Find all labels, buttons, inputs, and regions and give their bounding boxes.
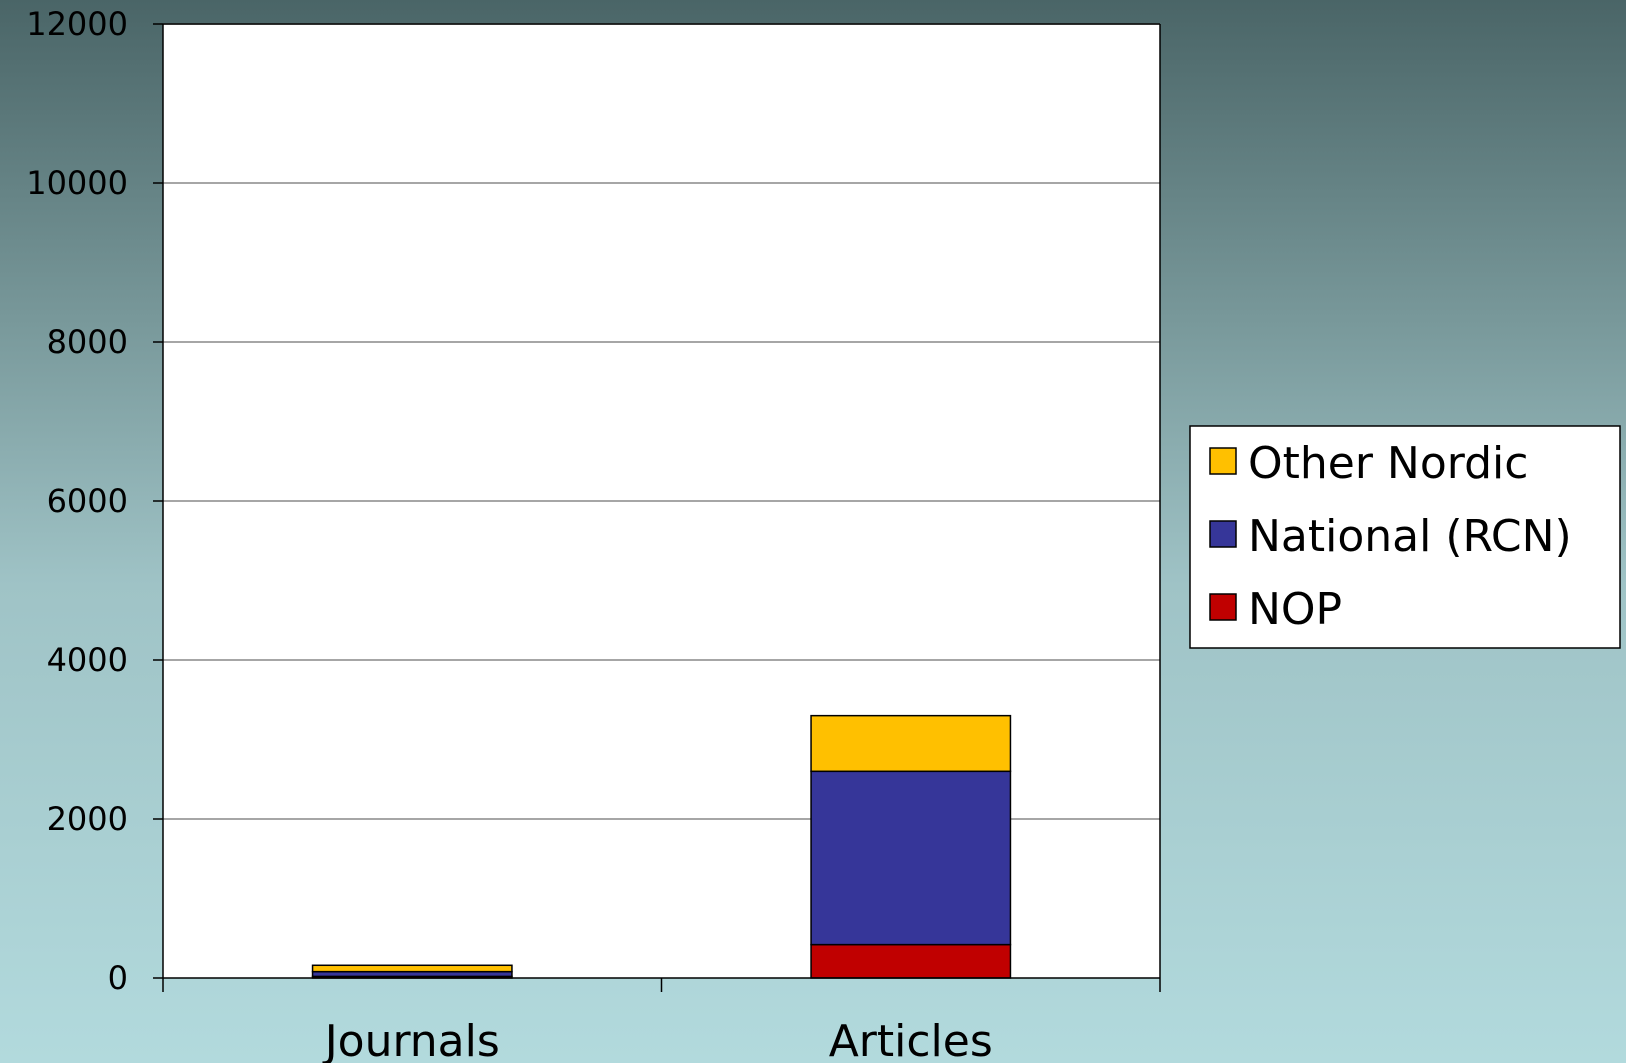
x-category-label: Journals: [322, 1016, 500, 1063]
x-tick-labels: Journals Articles: [322, 1016, 993, 1063]
bars: [311, 714, 1012, 979]
x-category-label: Articles: [829, 1016, 993, 1063]
y-tick-label: 4000: [47, 641, 128, 679]
axes: [153, 23, 1161, 992]
y-tick-label: 10000: [26, 164, 128, 202]
legend-swatch: [1209, 447, 1237, 475]
bar-nop-articles: [810, 943, 1012, 979]
y-tick-label: 8000: [47, 323, 128, 361]
legend-label: National (RCN): [1248, 511, 1572, 562]
y-tick-label: 2000: [47, 800, 128, 838]
legend-label: NOP: [1248, 584, 1342, 635]
bar-national-rcn-articles: [810, 770, 1012, 946]
legend: Other Nordic National (RCN) NOP: [1189, 425, 1621, 649]
legend-swatch: [1209, 520, 1237, 548]
legend-swatch: [1209, 593, 1237, 621]
y-tick-label: 12000: [26, 5, 128, 43]
bar-other-nordic-journals: [311, 964, 513, 973]
y-tick-label: 0: [108, 959, 128, 997]
y-tick-label: 6000: [47, 482, 128, 520]
bar-other-nordic-articles: [810, 714, 1012, 773]
y-tick-labels: 0 2000 4000 6000 8000 10000 12000: [26, 5, 128, 997]
legend-label: Other Nordic: [1248, 438, 1528, 489]
legend-box: [1189, 425, 1621, 649]
